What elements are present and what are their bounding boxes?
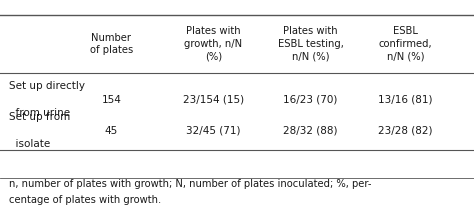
Text: Number
of plates: Number of plates (90, 33, 133, 55)
Text: 32/45 (71): 32/45 (71) (186, 126, 240, 135)
Text: centage of plates with growth.: centage of plates with growth. (9, 195, 162, 205)
Text: Set up directly: Set up directly (9, 81, 85, 91)
Text: 23/28 (82): 23/28 (82) (378, 126, 432, 135)
Text: from urine: from urine (9, 108, 71, 118)
Text: Plates with
growth, n/N
(%): Plates with growth, n/N (%) (184, 27, 242, 61)
Text: 13/16 (81): 13/16 (81) (378, 95, 432, 104)
Text: 16/23 (70): 16/23 (70) (283, 95, 337, 104)
Text: isolate: isolate (9, 139, 51, 149)
Text: Plates with
ESBL testing,
n/N (%): Plates with ESBL testing, n/N (%) (278, 27, 343, 61)
Text: ESBL
confirmed,
n/N (%): ESBL confirmed, n/N (%) (378, 27, 432, 61)
Text: Set up from: Set up from (9, 112, 71, 122)
Text: 154: 154 (101, 95, 121, 104)
Text: 28/32 (88): 28/32 (88) (283, 126, 337, 135)
Text: 45: 45 (105, 126, 118, 135)
Text: n, number of plates with growth; N, number of plates inoculated; %, per-: n, number of plates with growth; N, numb… (9, 179, 372, 189)
Text: 23/154 (15): 23/154 (15) (183, 95, 244, 104)
